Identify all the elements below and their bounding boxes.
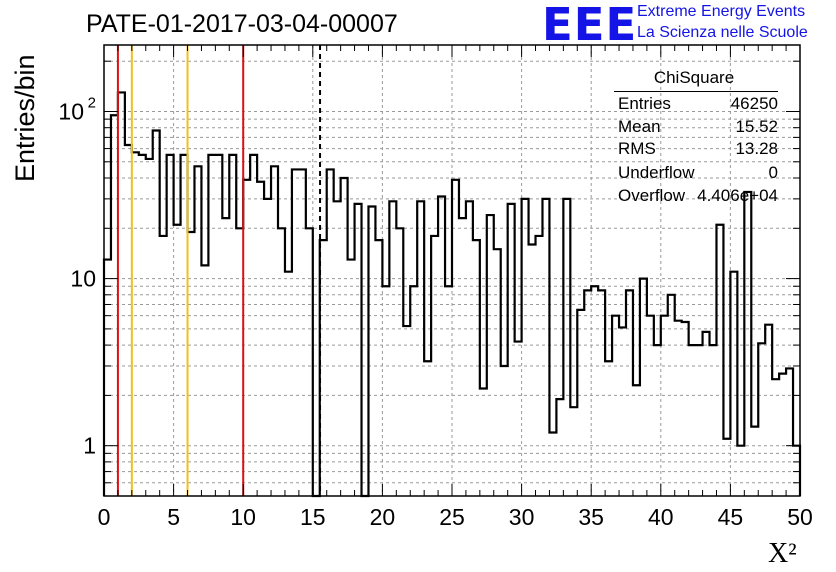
x-tick-label: 40 [648,504,674,530]
stats-value: 46250 [730,94,778,113]
y-axis-label: Entries/bin [10,54,40,182]
stats-value: 13.28 [735,139,778,158]
eee-logo: EEE [542,0,638,51]
x-tick-label: 30 [509,504,535,530]
stats-box: ChiSquare Entries 46250 Mean 15.52 RMS 1… [610,68,778,210]
stats-label: Underflow [618,163,695,182]
x-tick-label: 15 [300,504,326,530]
y-tick-label: 10 [58,98,84,124]
y-tick-exponent: 2 [88,94,96,111]
grid-layer [104,45,800,496]
marker-lines-layer [116,45,322,496]
stats-row-underflow: Underflow 0 [618,163,778,185]
chart-title: PATE-01-2017-03-04-00007 [86,10,398,38]
x-tick-label: 25 [439,504,465,530]
x-tick-label: 50 [787,504,813,530]
stats-value: 15.52 [735,117,778,136]
histogram-outline [102,91,802,498]
x-tick-label: 5 [167,504,180,530]
stats-label: RMS [618,139,656,158]
x-tick-label: 0 [98,504,111,530]
y-tick-label: 10 [70,266,96,292]
y-tick-label: 1 [83,433,96,459]
stats-value: 0 [768,163,778,182]
x-tick-label: 45 [718,504,744,530]
x-tick-label: 35 [578,504,604,530]
x-tick-label: 20 [370,504,396,530]
brand-line-2: La Scienza nelle Scuole [637,24,808,41]
stats-title: ChiSquare [653,68,735,87]
stats-label: Mean [618,117,661,136]
stats-row-entries: Entries 46250 [618,94,778,116]
brand-line-1: Extreme Energy Events [637,3,806,20]
x-tick-label: 10 [230,504,256,530]
histogram-layer [102,91,802,498]
stats-row-overflow: Overflow 4.406e+04 [618,186,778,208]
stats-row-rms: RMS 13.28 [618,139,778,161]
stats-divider [614,91,778,92]
stats-value: 4.406e+04 [697,186,778,205]
stats-row-mean: Mean 15.52 [618,117,778,139]
x-axis-label: X² [768,538,797,569]
stats-label: Overflow [618,186,686,205]
stats-label: Entries [618,94,671,113]
